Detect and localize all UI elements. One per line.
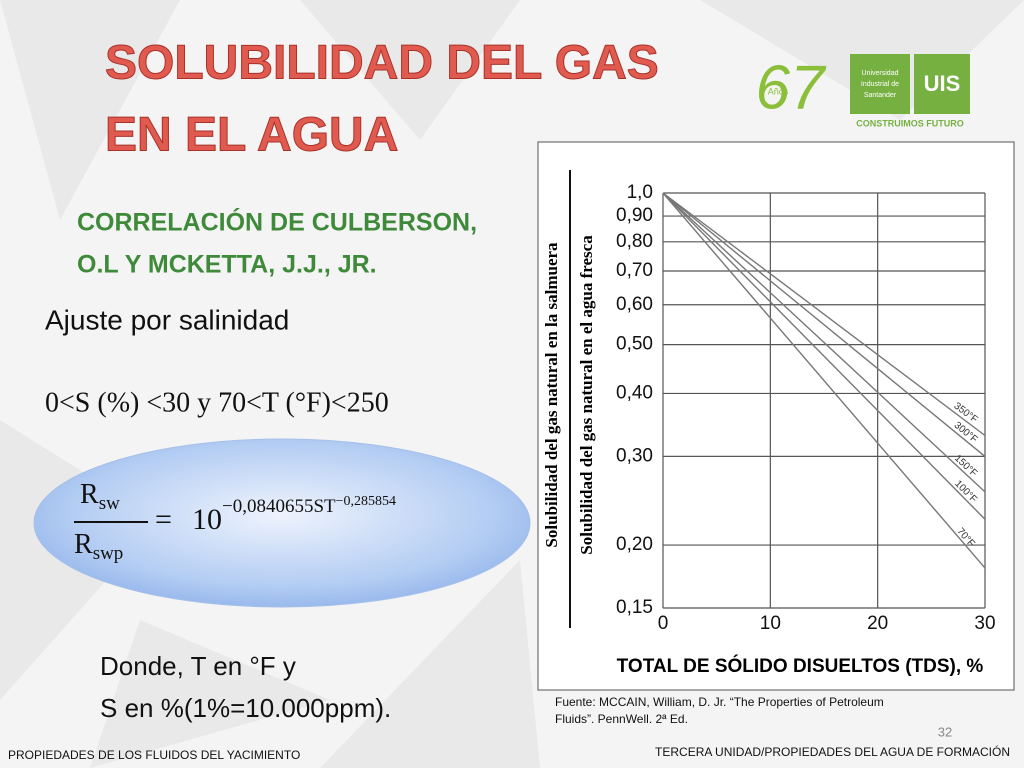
logo-box bbox=[914, 54, 970, 114]
subtitle-line: CORRELACIÓN DE CULBERSON, bbox=[77, 207, 477, 237]
series-line bbox=[662, 192, 986, 457]
y-tick-label: 0,70 bbox=[616, 260, 653, 281]
y-tick-label: 0,60 bbox=[616, 294, 653, 315]
logo-text: Santander bbox=[864, 92, 897, 99]
logo-number: 67 bbox=[756, 53, 827, 122]
logo-slogan: CONSTRUIMOS FUTURO bbox=[856, 118, 964, 128]
x-axis-label: TOTAL DE SÓLIDO DISUELTOS (TDS), % bbox=[617, 655, 984, 677]
y-axis-label: Solubilidad del gas natural en el agua f… bbox=[577, 235, 596, 555]
subscript: swp bbox=[93, 543, 124, 564]
note: Donde, T en °F y bbox=[100, 651, 296, 681]
x-tick-label: 20 bbox=[867, 613, 888, 634]
heading: Ajuste por salinidad bbox=[45, 304, 289, 335]
base: 10 bbox=[192, 503, 222, 536]
title-line: EN EL AGUA bbox=[105, 109, 398, 162]
y-tick-label: 0,40 bbox=[616, 382, 653, 403]
series-line bbox=[662, 192, 986, 493]
y-tick-label: 0,15 bbox=[616, 597, 653, 618]
title-line: SOLUBILIDAD DEL GAS bbox=[105, 37, 659, 90]
y-tick-label: 0,50 bbox=[616, 334, 653, 355]
logo: 67 Años Universidad Industrial de Santan… bbox=[756, 53, 970, 128]
logo-acronym: UIS bbox=[924, 71, 961, 96]
x-tick-label: 10 bbox=[760, 613, 781, 634]
y-tick-label: 0,30 bbox=[616, 445, 653, 466]
logo-years: Años bbox=[768, 86, 789, 96]
logo-text: Universidad bbox=[862, 70, 899, 77]
series-line bbox=[662, 192, 986, 569]
formula-power: 10−0,0840655ST−0,285854 bbox=[192, 494, 396, 536]
logo-text: Industrial de bbox=[861, 81, 899, 88]
exponent: −0,0840655ST bbox=[222, 496, 336, 517]
y-tick-label: 0,20 bbox=[616, 534, 653, 555]
symbol: R bbox=[74, 529, 93, 560]
series-line bbox=[662, 192, 986, 520]
footer-left: PROPIEDADES DE LOS FLUIDOS DEL YACIMIENT… bbox=[8, 748, 300, 762]
range: 0<S (%) <30 y 70<T (°F)<250 bbox=[45, 387, 389, 418]
source: Fuente: MCCAIN, William, D. Jr. “The Pro… bbox=[555, 695, 884, 709]
x-tick-label: 0 bbox=[658, 613, 669, 634]
symbol: R bbox=[80, 479, 99, 510]
formula-oval bbox=[33, 438, 531, 608]
exponent-sup: −0,285854 bbox=[336, 494, 396, 509]
formula: Rsw Rswp = 10−0,0840655ST−0,285854 bbox=[74, 479, 396, 564]
logo-box bbox=[850, 54, 910, 114]
formula-equals: = bbox=[155, 503, 172, 536]
y-tick-label: 1,0 bbox=[627, 182, 653, 203]
footer-right: TERCERA UNIDAD/PROPIEDADES DEL AGUA DE F… bbox=[655, 744, 1010, 759]
source: Fluids”. PennWell. 2ª Ed. bbox=[555, 712, 688, 726]
y-tick-label: 0,80 bbox=[616, 231, 653, 252]
series-line bbox=[662, 192, 986, 437]
y-tick-label: 0,90 bbox=[616, 205, 653, 226]
subscript: sw bbox=[99, 493, 120, 514]
formula-denominator: Rswp bbox=[74, 529, 123, 564]
formula-numerator: Rsw bbox=[80, 479, 120, 514]
x-tick-label: 30 bbox=[974, 613, 995, 634]
subtitle-line: O.L Y MCKETTA, J.J., JR. bbox=[77, 251, 377, 279]
note: S en %(1%=10.000ppm). bbox=[100, 693, 391, 723]
page-number: 32 bbox=[938, 724, 952, 739]
plot: 1,00,90 0,80 0,70 0,60 0,50 0,40 0,30 0,20 0,150… bbox=[616, 182, 996, 634]
y-axis-label: Solubilidad del gas natural en la salmue… bbox=[542, 242, 561, 548]
